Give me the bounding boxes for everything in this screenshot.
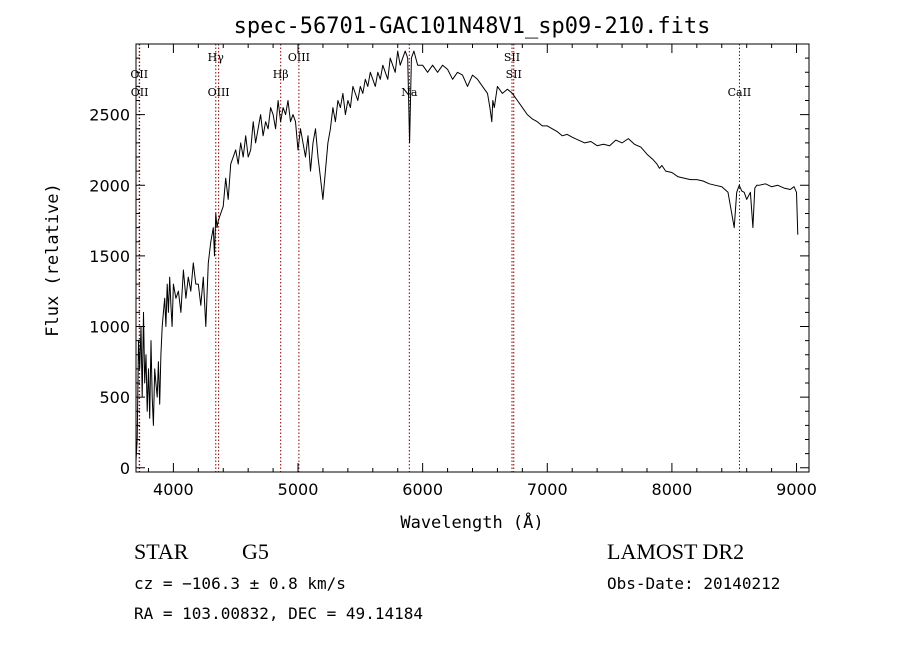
x-axis-ticks: 4000 5000 6000 7000 8000 9000 (147, 44, 817, 499)
x-tick-label: 4000 (153, 480, 194, 499)
object-class: STAR (134, 539, 189, 564)
x-tick-label: 5000 (278, 480, 319, 499)
y-tick-label: 0 (120, 459, 130, 478)
observation-date: Obs-Date: 20140212 (607, 574, 781, 593)
y-tick-label: 1000 (89, 318, 130, 337)
x-axis-label: Wavelength (Å) (400, 511, 543, 533)
survey-name: LAMOST DR2 (607, 539, 745, 564)
spectral-line-label: CaII (728, 86, 752, 99)
y-axis-ticks: 0 500 1000 1500 2000 2500 (89, 57, 809, 478)
y-tick-label: 1500 (89, 247, 130, 266)
plot-frame (135, 43, 810, 473)
y-tick-label: 2000 (89, 176, 130, 195)
spectral-line-label: SII (506, 68, 522, 81)
x-tick-label: 9000 (776, 480, 817, 499)
spectral-line-label: OII (131, 86, 149, 99)
spectral-line-label: Hγ (208, 51, 225, 64)
spectral-line-label: OII (130, 68, 148, 81)
y-tick-label: 500 (99, 388, 130, 407)
spectrum-chart: spec-56701-GAC101N48V1_sp09-210.fits 400… (43, 14, 817, 533)
spectrum-line (135, 50, 799, 461)
spectral-line-label: OIII (208, 86, 230, 99)
spectrum-series (135, 50, 799, 461)
spectral-line-label: Hβ (273, 68, 289, 81)
ra-dec-coordinates: RA = 103.00832, DEC = 49.14184 (134, 604, 423, 623)
y-axis-label: Flux (relative) (43, 183, 63, 337)
x-tick-label: 6000 (402, 480, 443, 499)
spectral-line-label: SII (504, 51, 520, 64)
spectral-line-markers (138, 44, 740, 472)
spectral-line-label: Na (401, 86, 418, 99)
redshift-cz: cz = −106.3 ± 0.8 km/s (134, 574, 346, 593)
spectral-line-label: OIII (288, 51, 310, 64)
object-subclass: G5 (242, 539, 269, 564)
x-tick-label: 8000 (652, 480, 693, 499)
spectral-line-labels: OII OII Hγ OIII Hβ OIII Na SII SII CaII (130, 51, 751, 99)
y-tick-label: 2500 (89, 106, 130, 125)
x-tick-label: 7000 (527, 480, 568, 499)
chart-title: spec-56701-GAC101N48V1_sp09-210.fits (234, 14, 711, 39)
